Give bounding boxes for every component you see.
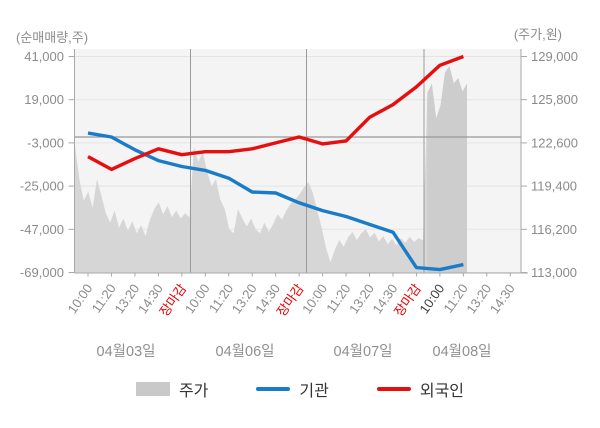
institution-line	[87, 131, 464, 272]
svg-text:10:00: 10:00	[299, 281, 330, 316]
left-axis-unit-label: (순매매량,주)	[16, 30, 89, 45]
svg-text:122,600: 122,600	[531, 135, 578, 150]
svg-text:41,000: 41,000	[24, 49, 64, 64]
foreigner-line	[87, 54, 464, 172]
svg-text:116,200: 116,200	[531, 222, 577, 237]
legend-item-foreigner: 외국인	[376, 377, 465, 401]
right-axis-labels: 129,000 125,800 122,600 119,400 116,200 113,0…	[521, 49, 578, 280]
legend-label-institution: 기관	[299, 383, 329, 400]
svg-text:10:00: 10:00	[182, 281, 213, 316]
svg-text:-3,000: -3,000	[27, 135, 64, 150]
svg-text:13:20: 13:20	[111, 281, 142, 316]
svg-text:-47,000: -47,000	[20, 222, 64, 237]
date-labels: 04월03일 04월06일 04월07일 04월08일	[97, 343, 492, 360]
svg-text:04월06일: 04월06일	[216, 343, 275, 360]
chart-legend: 주가 기관 외국인	[0, 372, 600, 406]
svg-text:-25,000: -25,000	[20, 179, 64, 194]
svg-text:119,400: 119,400	[531, 179, 577, 194]
svg-text:13:20: 13:20	[463, 281, 494, 316]
svg-text:19,000: 19,000	[24, 92, 64, 107]
legend-label-price: 주가	[178, 383, 209, 400]
legend-item-institution: 기관	[256, 377, 329, 401]
right-axis-unit-label: (주가,원)	[513, 27, 562, 42]
svg-text:10:00: 10:00	[65, 281, 96, 316]
svg-text:10:00: 10:00	[416, 281, 447, 316]
svg-text:04월03일: 04월03일	[97, 343, 156, 360]
price-area-current-day	[427, 66, 467, 273]
svg-text:14:30: 14:30	[487, 281, 518, 316]
x-axis-labels: 10:0011:2013:2014:30장마감10:0011:2013:2014…	[65, 273, 518, 319]
svg-text:125,800: 125,800	[531, 92, 578, 107]
day-boundaries	[190, 49, 425, 273]
svg-text:04월08일: 04월08일	[433, 343, 492, 360]
left-axis-labels: 41,000 19,000 -3,000 -25,000 -47,000 -69,000	[20, 49, 75, 280]
price-volume-chart: 41,00019,000-3,000-25,000-47,000-69,0001…	[20, 49, 578, 360]
institution-line-swatch	[256, 387, 291, 391]
svg-text:13:20: 13:20	[346, 281, 377, 316]
svg-text:113,000: 113,000	[531, 265, 577, 280]
svg-text:04월07일: 04월07일	[334, 343, 393, 360]
foreigner-line-swatch	[376, 387, 411, 391]
svg-text:-69,000: -69,000	[20, 265, 64, 280]
price-area	[75, 66, 467, 273]
svg-text:129,000: 129,000	[531, 49, 578, 64]
price-area-swatch	[135, 382, 170, 396]
legend-item-price: 주가	[135, 377, 209, 401]
svg-text:13:20: 13:20	[229, 281, 260, 316]
legend-label-foreigner: 외국인	[419, 383, 465, 400]
